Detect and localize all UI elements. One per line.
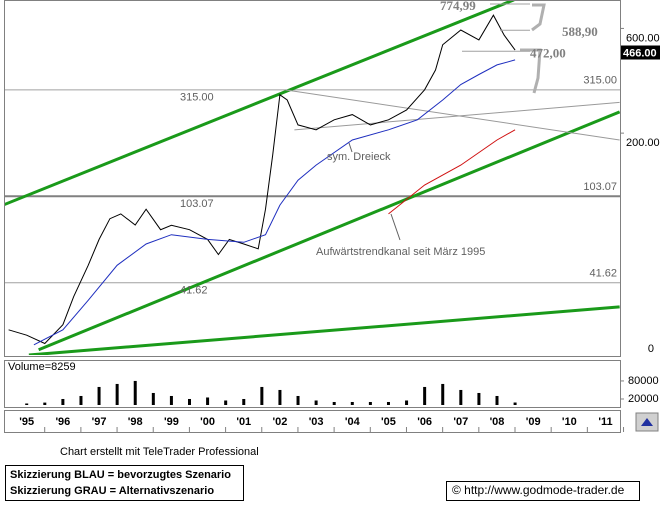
volume-panel-frame [4, 360, 621, 408]
x-tick-label: '03 [309, 416, 324, 428]
x-tick-label: '96 [55, 416, 70, 428]
volume-bar [133, 380, 137, 405]
level-label: 103.07 [583, 181, 617, 193]
volume-tick-label: 80000 [628, 375, 659, 387]
pointer [390, 213, 401, 241]
volume-bar [405, 400, 409, 405]
x-tick-label: '98 [128, 416, 143, 428]
x-tick-label: '10 [562, 416, 577, 428]
legend-box [5, 465, 244, 501]
volume-bar [423, 386, 427, 405]
x-tick-label: '99 [164, 416, 179, 428]
y-bottom-label: 0 [648, 343, 654, 355]
volume-bar [224, 400, 228, 405]
x-tick-label: '01 [236, 416, 251, 428]
volume-bar [151, 392, 155, 405]
trendline [5, 1, 515, 206]
trendline [38, 110, 620, 352]
y-tick-label: 600.00 [626, 32, 660, 44]
x-tick-label: '02 [273, 416, 288, 428]
volume-tick-label: 20000 [628, 393, 659, 405]
volume-bar [25, 403, 29, 405]
volume-bar [495, 395, 499, 405]
volume-bar [386, 401, 390, 405]
price-line [388, 129, 516, 215]
x-tick-label: '08 [490, 416, 505, 428]
volume-bar [332, 401, 336, 405]
x-tick-label: '95 [19, 416, 34, 428]
last-price-label: 466.00 [623, 47, 657, 59]
credit: Chart erstellt mit TeleTrader Profession… [60, 446, 259, 458]
target-label: 472,00 [530, 45, 566, 60]
volume-bar [242, 398, 246, 405]
x-tick-label: '00 [200, 416, 215, 428]
annotation-pointers [348, 142, 401, 241]
volume-bar [441, 383, 445, 405]
price-plot [5, 1, 620, 355]
level-label: 315.00 [583, 75, 617, 87]
target-label: 588,90 [562, 24, 598, 39]
volume-bar [459, 389, 463, 405]
volume-bar [206, 397, 210, 405]
x-tick-label: '09 [526, 416, 541, 428]
x-axis-frame [4, 410, 621, 433]
y-tick-label: 200.00 [626, 137, 660, 149]
x-tick-label: '97 [92, 416, 107, 428]
price-line [8, 14, 516, 345]
annotation: Aufwärtstrendkanal seit März 1995 [316, 246, 485, 258]
volume-bar [79, 395, 83, 405]
annotation: sym. Dreieck [327, 151, 391, 163]
volume-bar [97, 386, 101, 405]
price-panel-frame [4, 0, 621, 357]
x-tick-label: '06 [417, 416, 432, 428]
target-label: 774,99 [440, 0, 476, 13]
x-tick-label: '04 [345, 416, 361, 428]
last-price-box [621, 45, 660, 60]
volume-bar [296, 395, 300, 405]
level-label: 41.62 [180, 285, 208, 297]
x-tick-label: '05 [381, 416, 396, 428]
volume-bar [43, 402, 47, 405]
trendline [285, 89, 620, 141]
trendline [28, 305, 620, 355]
volume-bar [188, 398, 191, 405]
trendline [294, 101, 620, 131]
volume-bar [169, 395, 173, 405]
arrow [531, 3, 546, 32]
legend-text: Skizzierung BLAU = bevorzugtes Szenario [10, 469, 231, 481]
url-box [446, 481, 640, 501]
volume-bar [350, 401, 354, 405]
volume-bar [278, 389, 282, 405]
volume-label: Volume=8259 [8, 361, 76, 373]
url: © http://www.godmode-trader.de [452, 483, 625, 497]
level-label: 103.07 [180, 198, 214, 210]
volume-bar [314, 400, 318, 405]
legend-text: Skizzierung GRAU = Alternativszenario [10, 485, 214, 497]
volume-bar [115, 383, 119, 405]
volume-bar [513, 402, 517, 405]
scenario-arrows [520, 3, 546, 94]
volume-bar [61, 398, 65, 405]
x-tick-label: '07 [453, 416, 468, 428]
volume-bar [260, 386, 264, 405]
volume-bar [368, 401, 372, 405]
icon-glyph [641, 418, 653, 426]
volume-bar [477, 392, 481, 405]
level-label: 315.00 [180, 92, 214, 104]
level-label: 41.62 [589, 268, 617, 280]
arrow [520, 48, 542, 94]
pointer [348, 142, 353, 153]
x-tick-label: '11 [598, 416, 612, 428]
price-line [33, 59, 516, 346]
